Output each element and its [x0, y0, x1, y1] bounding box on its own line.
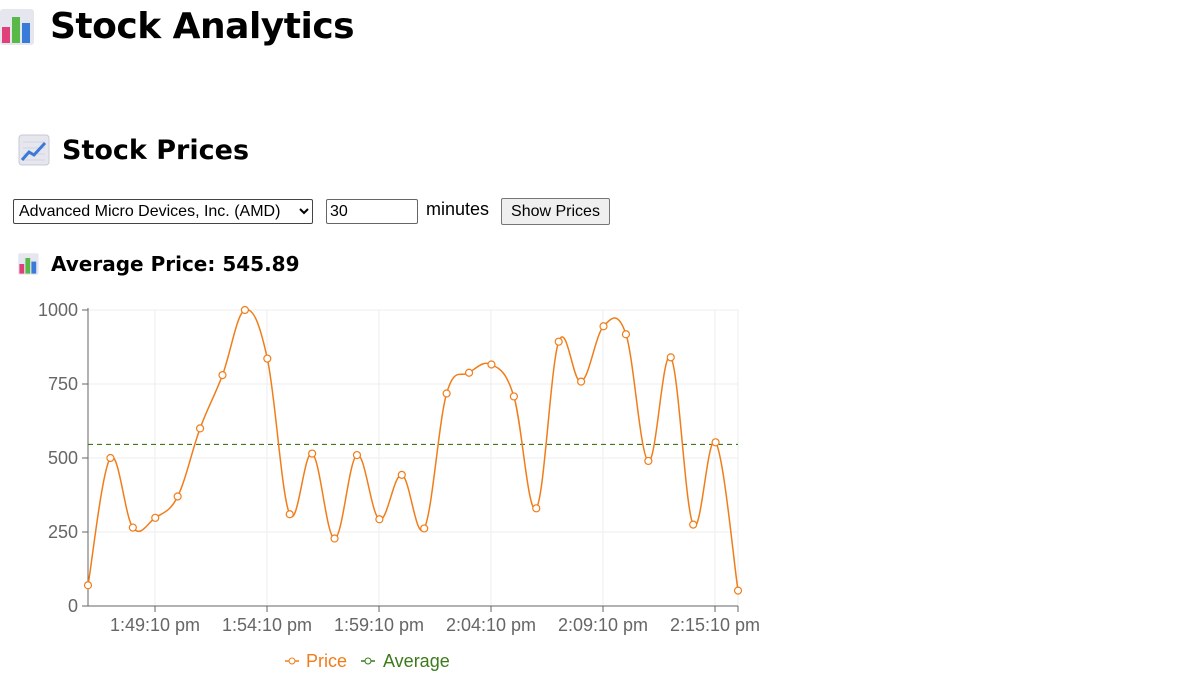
price-point — [443, 390, 450, 397]
minutes-label: minutes — [426, 199, 489, 220]
price-point — [735, 587, 742, 594]
price-point — [466, 369, 473, 376]
minutes-input[interactable] — [326, 199, 418, 224]
y-axis-ticks: 0 250 500 750 1000 — [38, 300, 88, 616]
price-point — [264, 355, 271, 362]
price-point — [219, 372, 226, 379]
price-point — [309, 450, 316, 457]
price-point — [645, 457, 652, 464]
price-point — [555, 338, 562, 345]
price-point — [578, 378, 585, 385]
controls-bar: Advanced Micro Devices, Inc. (AMD) minut… — [13, 198, 610, 225]
price-point — [510, 393, 517, 400]
price-point — [197, 425, 204, 432]
x-axis-ticks: 1:49:10 pm 1:54:10 pm 1:59:10 pm 2:04:10 pm… — [110, 606, 760, 635]
x-tick-label: 2:09:10 pm — [558, 615, 648, 635]
x-tick-label: 1:49:10 pm — [110, 615, 200, 635]
average-price-text: Average Price: 545.89 — [51, 252, 300, 276]
price-point — [622, 331, 629, 338]
price-points — [85, 307, 742, 595]
chart-axes — [88, 308, 738, 606]
y-tick-label: 1000 — [38, 300, 78, 320]
bar-chart-icon — [17, 252, 41, 276]
app-title-text: Stock Analytics — [50, 6, 354, 47]
legend-label-price: Price — [306, 651, 347, 671]
price-point — [398, 471, 405, 478]
x-tick-label: 2:04:10 pm — [446, 615, 536, 635]
price-point — [152, 514, 159, 521]
price-point — [488, 361, 495, 368]
x-tick-label: 2:15:10 pm — [670, 615, 760, 635]
price-point — [107, 455, 114, 462]
y-tick-label: 750 — [48, 374, 78, 394]
price-point — [533, 505, 540, 512]
price-point — [353, 452, 360, 459]
price-point — [286, 511, 293, 518]
y-tick-label: 250 — [48, 522, 78, 542]
chart-legend[interactable]: Price Average — [285, 651, 450, 671]
show-prices-button[interactable]: Show Prices — [501, 198, 610, 225]
chart-increasing-icon — [18, 134, 50, 166]
price-line — [88, 310, 738, 591]
x-tick-label: 1:59:10 pm — [334, 615, 424, 635]
price-point — [600, 323, 607, 330]
price-point — [129, 524, 136, 531]
price-point — [376, 516, 383, 523]
legend-item-average[interactable]: Average — [361, 651, 450, 671]
x-tick-label: 1:54:10 pm — [222, 615, 312, 635]
y-tick-label: 500 — [48, 448, 78, 468]
price-point — [174, 493, 181, 500]
y-tick-label: 0 — [68, 596, 78, 616]
legend-item-price[interactable]: Price — [285, 651, 347, 671]
stock-select[interactable]: Advanced Micro Devices, Inc. (AMD) — [13, 199, 313, 224]
chart-grid — [88, 310, 738, 606]
average-price: Average Price: 545.89 — [17, 252, 300, 276]
legend-label-average: Average — [383, 651, 450, 671]
price-point — [690, 521, 697, 528]
price-point — [331, 535, 338, 542]
price-point — [667, 354, 674, 361]
section-title: Stock Prices — [18, 134, 249, 166]
price-point — [241, 307, 248, 314]
price-point — [421, 525, 428, 532]
section-title-text: Stock Prices — [62, 135, 249, 166]
bar-chart-icon — [0, 7, 36, 47]
price-chart: 0 250 500 750 1000 1:49:10 pm 1:54:10 pm 1:59:… — [0, 290, 800, 690]
price-point — [85, 582, 92, 589]
price-point — [712, 439, 719, 446]
app-title: Stock Analytics — [0, 6, 354, 47]
